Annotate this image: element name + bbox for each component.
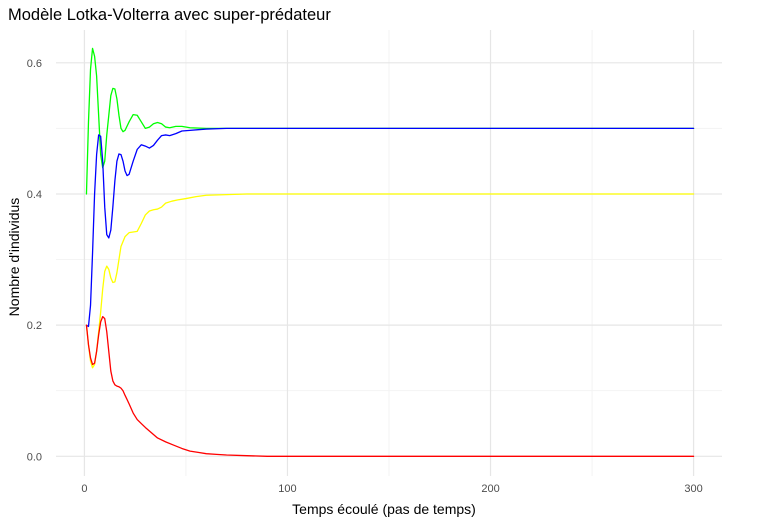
- series-line-3: [85, 193, 695, 369]
- series-line-4: [85, 315, 695, 457]
- y-tick-label: 0.6: [27, 58, 42, 70]
- chart-title: Modèle Lotka-Volterra avec super-prédate…: [8, 6, 331, 24]
- x-tick-label: 100: [278, 483, 296, 495]
- x-axis-title: Temps écoulé (pas de temps): [292, 501, 476, 517]
- x-tick-label: 0: [81, 483, 87, 495]
- x-tick-label: 200: [481, 483, 499, 495]
- series-line-2: [85, 127, 695, 328]
- y-axis-ticks: 0.0 0.2 0.4 0.6: [27, 58, 42, 464]
- y-tick-label: 0.0: [27, 451, 42, 463]
- series-line-1: [85, 47, 695, 195]
- series-layer: [85, 47, 695, 457]
- x-tick-label: 300: [684, 483, 702, 495]
- y-tick-label: 0.2: [27, 320, 42, 332]
- y-axis-title: Nombre d'individus: [6, 198, 22, 317]
- y-tick-label: 0.4: [27, 189, 42, 201]
- x-axis-ticks: 0 100 200 300: [81, 483, 702, 495]
